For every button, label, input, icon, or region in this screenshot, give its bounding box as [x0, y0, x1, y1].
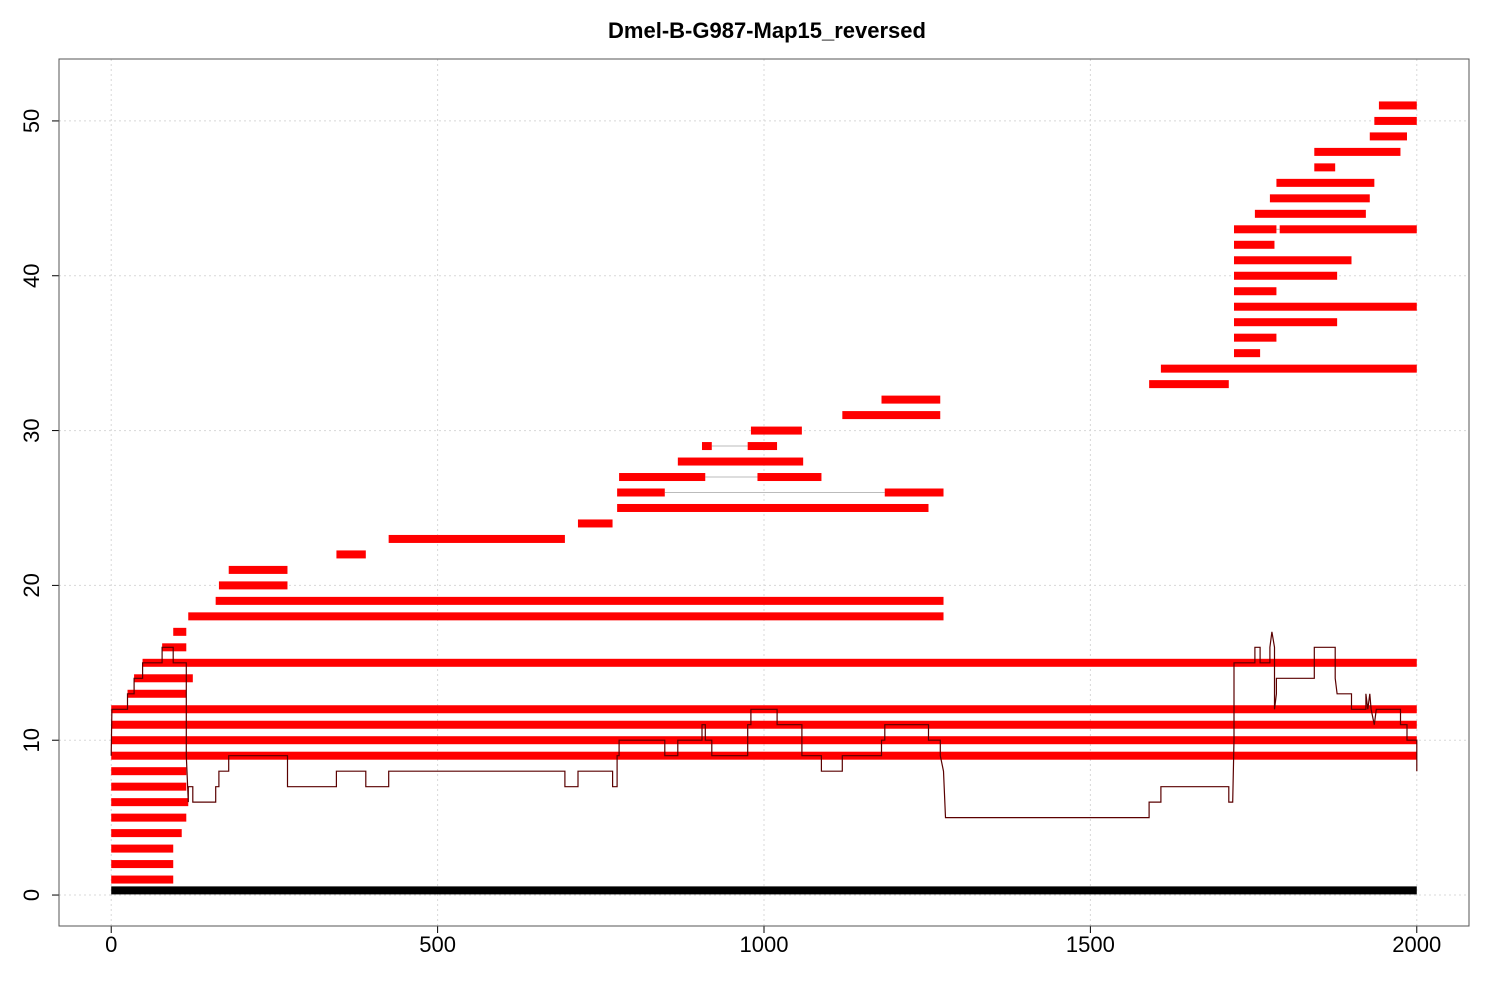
segment-bar [134, 674, 193, 683]
segment-bar [747, 442, 778, 451]
coverage-polyline [110, 631, 1418, 819]
segment-bar [750, 426, 802, 435]
segment-bar [1254, 209, 1366, 218]
segment-bar [111, 767, 187, 776]
segment-bar [188, 612, 944, 621]
segment-bar [1234, 240, 1275, 249]
segment-bar [1149, 380, 1229, 389]
y-tick-label: 0 [19, 889, 44, 901]
segment-bar [1234, 287, 1277, 296]
chart-title: Dmel-B-G987-Map15_reversed [608, 18, 926, 43]
segment-bar [1234, 318, 1338, 327]
segment-bar [1234, 333, 1277, 342]
segment-bar [1269, 194, 1370, 203]
segment-bar [111, 720, 1417, 729]
segment-bar [1314, 163, 1336, 172]
segment-bar [388, 534, 565, 543]
segment-bar [1276, 178, 1375, 187]
y-axis: 0 10 20 30 40 50 [19, 109, 59, 901]
segment-bar [701, 442, 712, 451]
coverage-line [110, 631, 1418, 819]
segment-bar [127, 689, 187, 698]
segment-bar [215, 596, 944, 605]
segment-bar [111, 860, 174, 869]
x-tick-label: 500 [419, 932, 456, 957]
segment-bar [111, 798, 189, 807]
reference-bar [111, 886, 1417, 895]
y-tick-label: 50 [19, 109, 44, 133]
segment-bar [142, 658, 1417, 667]
segment-bar [111, 751, 1417, 760]
plot-frame [58, 58, 1470, 927]
segment-bar [757, 473, 822, 482]
y-tick-label: 20 [19, 573, 44, 597]
segment-bar [1234, 225, 1277, 234]
segment-bar [577, 519, 613, 528]
segment-bar [111, 875, 174, 884]
x-tick-label: 1000 [740, 932, 789, 957]
y-tick-label: 40 [19, 264, 44, 288]
segment-bar [1314, 147, 1401, 156]
segment-bar [842, 411, 941, 420]
y-tick-label: 10 [19, 728, 44, 752]
segment-bar [1160, 364, 1417, 373]
segment-bar [111, 844, 174, 853]
x-tick-label: 1500 [1066, 932, 1115, 957]
segment-bar [617, 503, 929, 512]
segment-bar [677, 457, 804, 466]
segment-bar [1369, 132, 1407, 141]
segment-bar [218, 581, 288, 590]
segment-bar [1234, 256, 1352, 265]
segment-bar [173, 627, 187, 636]
segment-connectors [664, 228, 1280, 493]
segment-bar [228, 565, 288, 574]
segment-bar [111, 813, 187, 822]
segment-bar [336, 550, 366, 559]
segment-bar [111, 829, 182, 838]
segment-bar [881, 395, 941, 404]
segment-bar [1234, 271, 1338, 280]
x-axis: 0 500 1000 1500 2000 [105, 926, 1441, 957]
segment-bar [1378, 101, 1417, 110]
segment-bar [617, 488, 665, 497]
y-tick-label: 30 [19, 418, 44, 442]
segment-bar [1374, 116, 1417, 125]
segment-bar [619, 473, 706, 482]
segment-bar [162, 643, 187, 652]
segment-bar [111, 736, 1417, 745]
segment-bar [884, 488, 944, 497]
segment-bar [1234, 302, 1417, 311]
x-tick-label: 0 [105, 932, 117, 957]
segment-bar [1279, 225, 1417, 234]
segment-bar [111, 782, 187, 791]
x-tick-label: 2000 [1392, 932, 1441, 957]
segment-bar [1234, 349, 1261, 358]
reference-bar-rect [111, 886, 1417, 895]
